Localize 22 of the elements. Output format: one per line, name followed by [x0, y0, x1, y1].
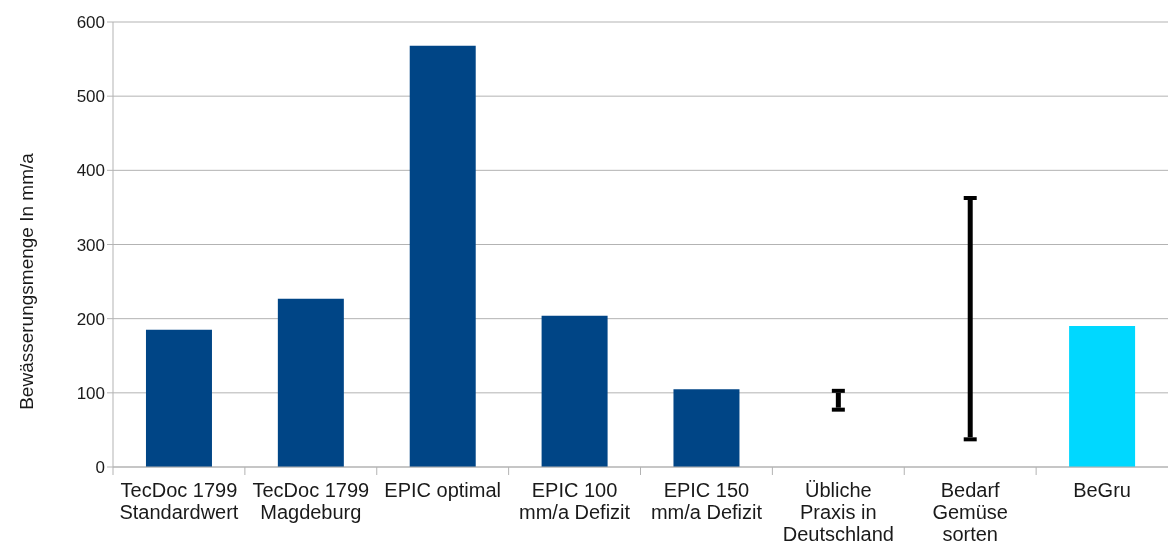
x-tick-label: BeGru: [1073, 479, 1131, 501]
x-tick-label: EPIC 100 mm/a Defizit: [519, 479, 631, 523]
x-tick-label: EPIC optimal: [384, 479, 502, 501]
bar: [409, 45, 476, 467]
y-tick-label: 100: [76, 383, 105, 403]
bar: [1069, 326, 1136, 467]
y-tick-label: 200: [76, 309, 105, 329]
x-tick-label: TecDoc 1799 Standardwert: [119, 479, 239, 523]
x-tick-label: Bedarf Gemüse sorten: [932, 479, 1008, 545]
y-tick-label: 400: [76, 161, 105, 181]
x-tick-label: Übliche Praxis in Deutschland: [782, 479, 894, 545]
x-tick-label: TecDoc 1799 Magdeburg: [252, 479, 370, 523]
bar: [541, 315, 608, 467]
y-axis-title: Bewässerungsmenge In mm/a: [15, 152, 37, 410]
bar: [277, 298, 344, 467]
y-tick-label: 500: [76, 87, 105, 107]
bar: [145, 329, 212, 467]
x-tick-label: EPIC 150 mm/a Defizit: [650, 479, 763, 523]
y-tick-label: 0: [95, 458, 105, 478]
bar: [673, 389, 740, 467]
y-tick-label: 600: [76, 13, 105, 33]
y-tick-label: 300: [76, 235, 105, 255]
